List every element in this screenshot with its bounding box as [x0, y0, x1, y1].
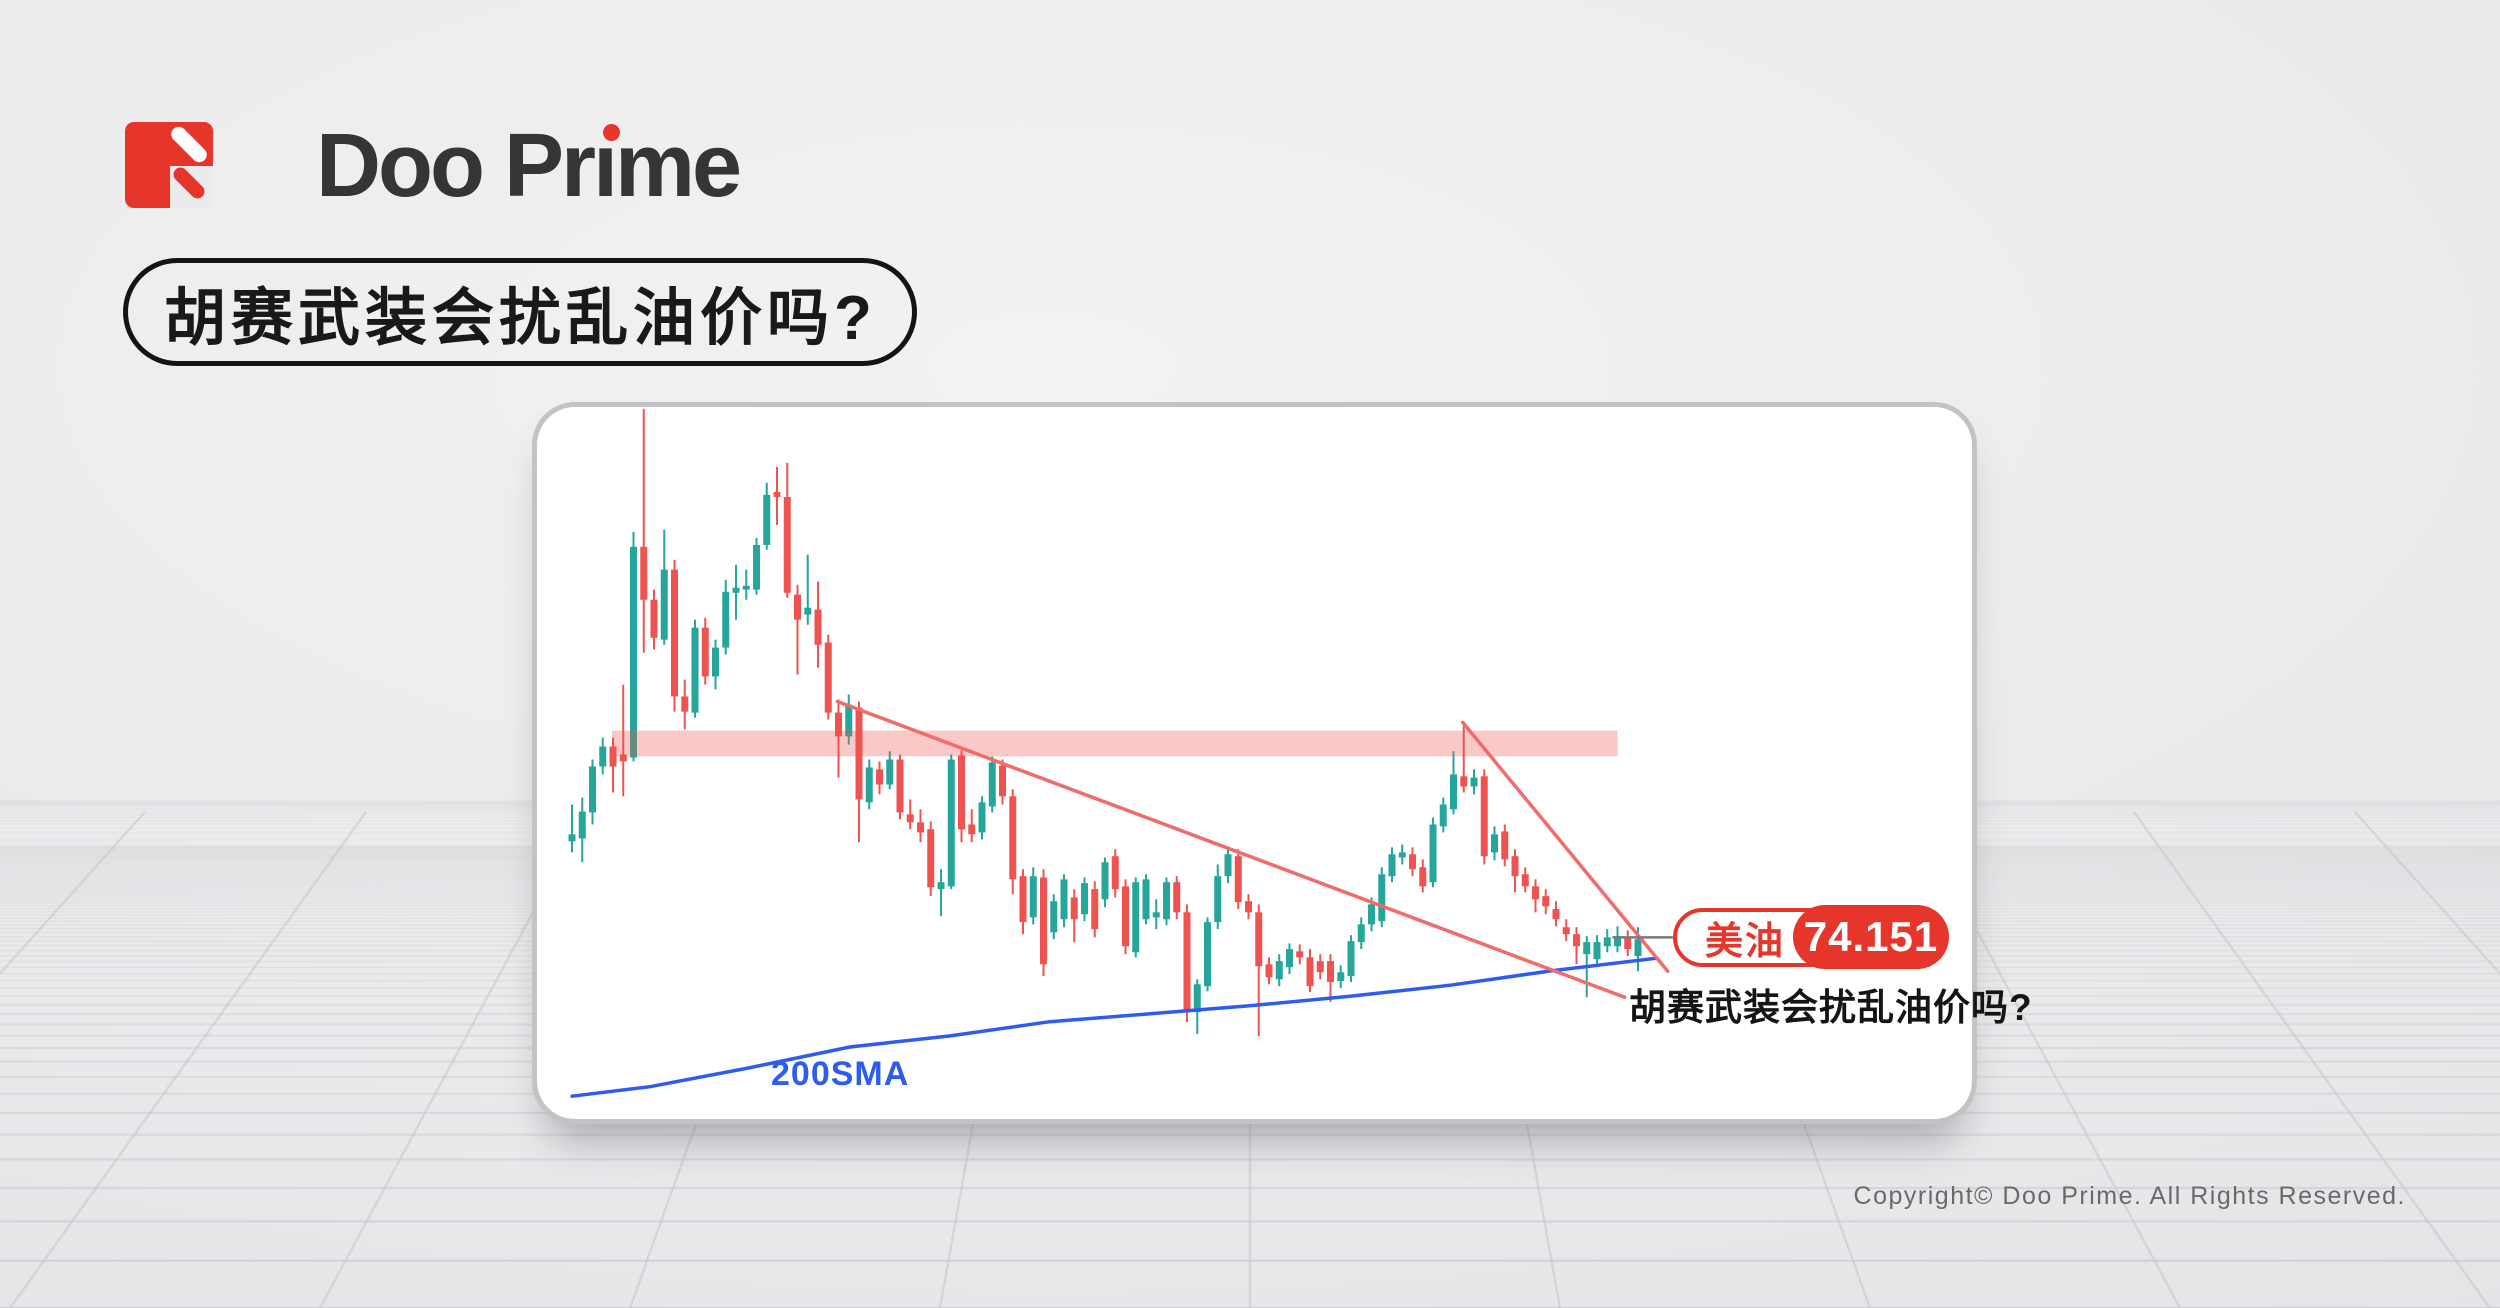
sma-200-label: 200SMA: [771, 1055, 910, 1093]
symbol-tag: 美油: [1673, 908, 1859, 967]
chart-card: 200SMA 美油 74.151 胡赛武装会扰乱油价吗?: [537, 407, 2032, 1119]
headline-badge: 胡赛武装会扰乱油价吗?: [123, 258, 917, 366]
price-tag: 74.151: [1793, 905, 1949, 969]
chart-caption: 胡赛武装会扰乱油价吗?: [1629, 987, 2033, 1028]
candlestick-chart: [568, 408, 1673, 1098]
brand-wordmark: Doo Prıme: [316, 116, 742, 216]
price-tag-value: 74.151: [1803, 913, 1939, 960]
symbol-tag-text: 美油: [1705, 921, 1786, 963]
headline-text: 胡赛武装会扰乱油价吗?: [164, 284, 877, 353]
doo-prime-logo-icon: [125, 122, 213, 208]
copyright-text: Copyright© Doo Prime. All Rights Reserve…: [1853, 1182, 2406, 1210]
brand-i-dot: [603, 124, 620, 141]
